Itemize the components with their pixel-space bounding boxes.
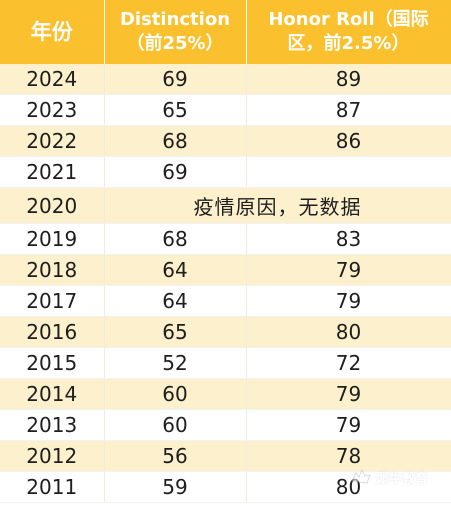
header-distinction-line1: Distinction (119, 9, 231, 30)
table-row: 2020 疫情原因，无数据 (0, 187, 451, 224)
cell-year: 2023 (0, 94, 105, 126)
table-body: 2024 69 89 2023 65 87 2022 68 86 2021 69… (0, 64, 451, 503)
cell-honor-roll: 79 (246, 378, 451, 410)
cell-distinction: 64 (104, 285, 247, 317)
table-row: 2014 60 79 (0, 378, 451, 410)
table-row: 2012 56 78 (0, 440, 451, 472)
cell-year: 2019 (0, 223, 105, 255)
cell-honor-roll: 78 (246, 440, 451, 472)
cell-year: 2011 (0, 471, 105, 503)
cell-honor-roll: 86 (246, 125, 451, 157)
table-row: 2024 69 89 (0, 64, 451, 95)
header-distinction-line2: （前25%） (126, 33, 224, 54)
cell-honor-roll (246, 156, 451, 188)
header-distinction: Distinction （前25%） (104, 0, 247, 64)
table-row: 2013 60 79 (0, 409, 451, 441)
cell-distinction: 60 (104, 378, 247, 410)
cell-distinction: 68 (104, 223, 247, 255)
cell-distinction: 60 (104, 409, 247, 441)
table-row: 2023 65 87 (0, 94, 451, 126)
table-row: 2019 68 83 (0, 223, 451, 255)
table-row: 2018 64 79 (0, 254, 451, 286)
table-row: 2021 69 (0, 156, 451, 188)
cell-honor-roll: 72 (246, 347, 451, 379)
cell-year: 2016 (0, 316, 105, 348)
watermark-text: 犀牛教育 (376, 471, 429, 487)
header-year: 年份 (0, 0, 105, 64)
watermark: 犀牛教育 (350, 466, 451, 488)
header-honor-roll: Honor Roll（国际 区，前2.5%） (246, 0, 451, 64)
table-row: 2016 65 80 (0, 316, 451, 348)
cell-distinction: 69 (104, 156, 247, 188)
header-honor-roll-line1: Honor Roll（国际 (268, 9, 429, 30)
cell-year: 2012 (0, 440, 105, 472)
cell-year: 2015 (0, 347, 105, 379)
cell-distinction: 65 (104, 94, 247, 126)
cell-distinction: 69 (104, 64, 247, 95)
cell-distinction: 56 (104, 440, 247, 472)
cell-distinction: 68 (104, 125, 247, 157)
table-row: 2011 59 80 (0, 471, 451, 503)
cell-year: 2013 (0, 409, 105, 441)
cell-honor-roll: 79 (246, 409, 451, 441)
cell-honor-roll: 79 (246, 254, 451, 286)
cell-year: 2024 (0, 64, 105, 95)
cell-no-data-note: 疫情原因，无数据 (104, 187, 451, 224)
cell-honor-roll: 80 (246, 316, 451, 348)
cell-distinction: 59 (104, 471, 247, 503)
cell-year: 2017 (0, 285, 105, 317)
table-row: 2015 52 72 (0, 347, 451, 379)
cell-honor-roll: 83 (246, 223, 451, 255)
cell-honor-roll: 80 (246, 471, 451, 503)
cell-honor-roll: 89 (246, 64, 451, 95)
header-honor-roll-line2: 区，前2.5%） (287, 33, 410, 54)
cell-year: 2021 (0, 156, 105, 188)
cell-year: 2022 (0, 125, 105, 157)
rhino-logo-icon (351, 468, 371, 484)
table-row: 2022 68 86 (0, 125, 451, 157)
table-header: 年份 Distinction （前25%） Honor Roll（国际 区，前2… (0, 0, 451, 64)
cell-distinction: 65 (104, 316, 247, 348)
cell-year: 2018 (0, 254, 105, 286)
cell-distinction: 64 (104, 254, 247, 286)
cell-honor-roll: 87 (246, 94, 451, 126)
cell-distinction: 52 (104, 347, 247, 379)
cell-year: 2014 (0, 378, 105, 410)
table-row: 2017 64 79 (0, 285, 451, 317)
cell-honor-roll: 79 (246, 285, 451, 317)
cell-year: 2020 (0, 187, 105, 224)
